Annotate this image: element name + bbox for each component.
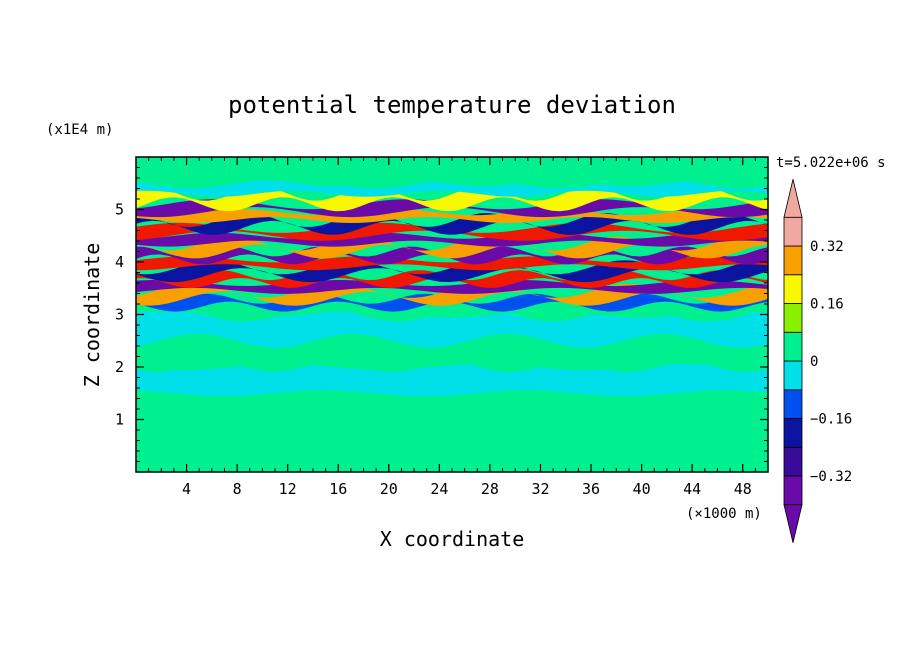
contour-band bbox=[136, 180, 768, 197]
y-tick-label: 5 bbox=[115, 201, 124, 219]
contour-band bbox=[136, 386, 768, 427]
y-tick-label: 4 bbox=[115, 253, 124, 271]
y-tick-label: 3 bbox=[115, 306, 124, 324]
chart-title: potential temperature deviation bbox=[228, 91, 676, 119]
y-tick-label: 1 bbox=[115, 411, 124, 429]
colorbar-arrow-top bbox=[783, 179, 803, 218]
y-unit-label: (x1E4 m) bbox=[46, 122, 113, 138]
y-tick-label: 2 bbox=[115, 358, 124, 376]
colorbar-box bbox=[783, 303, 803, 333]
colorbar: 0.32 0.16 0 −0.16 −0.32 bbox=[783, 179, 852, 543]
x-tick-label: 44 bbox=[683, 480, 701, 498]
x-tick-label: 12 bbox=[279, 480, 297, 498]
x-tick-label: 48 bbox=[734, 480, 752, 498]
contour-band bbox=[136, 414, 768, 451]
plot-area bbox=[136, 157, 768, 472]
contour-band bbox=[136, 307, 768, 348]
y-axis-label: Z coordinate bbox=[80, 243, 104, 388]
x-tick-label: 32 bbox=[531, 480, 549, 498]
colorbar-box bbox=[783, 446, 803, 477]
contour-band bbox=[136, 364, 768, 397]
colorbar-box bbox=[783, 418, 803, 448]
colorbar-box bbox=[783, 475, 803, 506]
contour-band bbox=[136, 199, 768, 218]
contour-band bbox=[136, 157, 768, 178]
y-axis: 1 2 3 4 5 bbox=[115, 167, 768, 462]
x-tick-label: 28 bbox=[481, 480, 499, 498]
colorbar-tick-label: 0 bbox=[810, 354, 818, 370]
colorbar-box bbox=[783, 331, 803, 362]
contour-band bbox=[136, 165, 768, 189]
contour-band bbox=[136, 256, 768, 271]
colorbar-tick-label: 0.16 bbox=[810, 297, 844, 313]
contour-band bbox=[136, 186, 768, 212]
x-tick-label: 20 bbox=[380, 480, 398, 498]
colorbar-box bbox=[783, 274, 803, 304]
contour-band bbox=[136, 232, 768, 247]
contour-band bbox=[136, 442, 768, 472]
x-tick-label: 8 bbox=[233, 480, 242, 498]
x-tick-label: 36 bbox=[582, 480, 600, 498]
colorbar-tick-label: 0.32 bbox=[810, 239, 844, 255]
x-tick-label: 16 bbox=[329, 480, 347, 498]
colorbar-box bbox=[783, 389, 803, 419]
colorbar-box bbox=[783, 360, 803, 391]
time-label: t=5.022e+06 s bbox=[776, 155, 886, 171]
x-axis-label: X coordinate bbox=[380, 527, 525, 551]
x-tick-label: 40 bbox=[633, 480, 651, 498]
colorbar-box bbox=[783, 245, 803, 276]
x-tick-label: 24 bbox=[430, 480, 448, 498]
contour-band bbox=[136, 209, 768, 223]
x-tick-label: 4 bbox=[182, 480, 191, 498]
x-unit-label: (×1000 m) bbox=[686, 506, 762, 522]
colorbar-box bbox=[783, 216, 803, 247]
contour-band bbox=[136, 213, 768, 235]
x-axis: 4 8 12 16 20 24 28 32 36 40 44 48 bbox=[148, 157, 756, 498]
colorbar-arrow-bottom bbox=[783, 504, 803, 543]
colorbar-tick-label: −0.16 bbox=[810, 412, 852, 428]
colorbar-tick-label: −0.32 bbox=[810, 469, 852, 485]
